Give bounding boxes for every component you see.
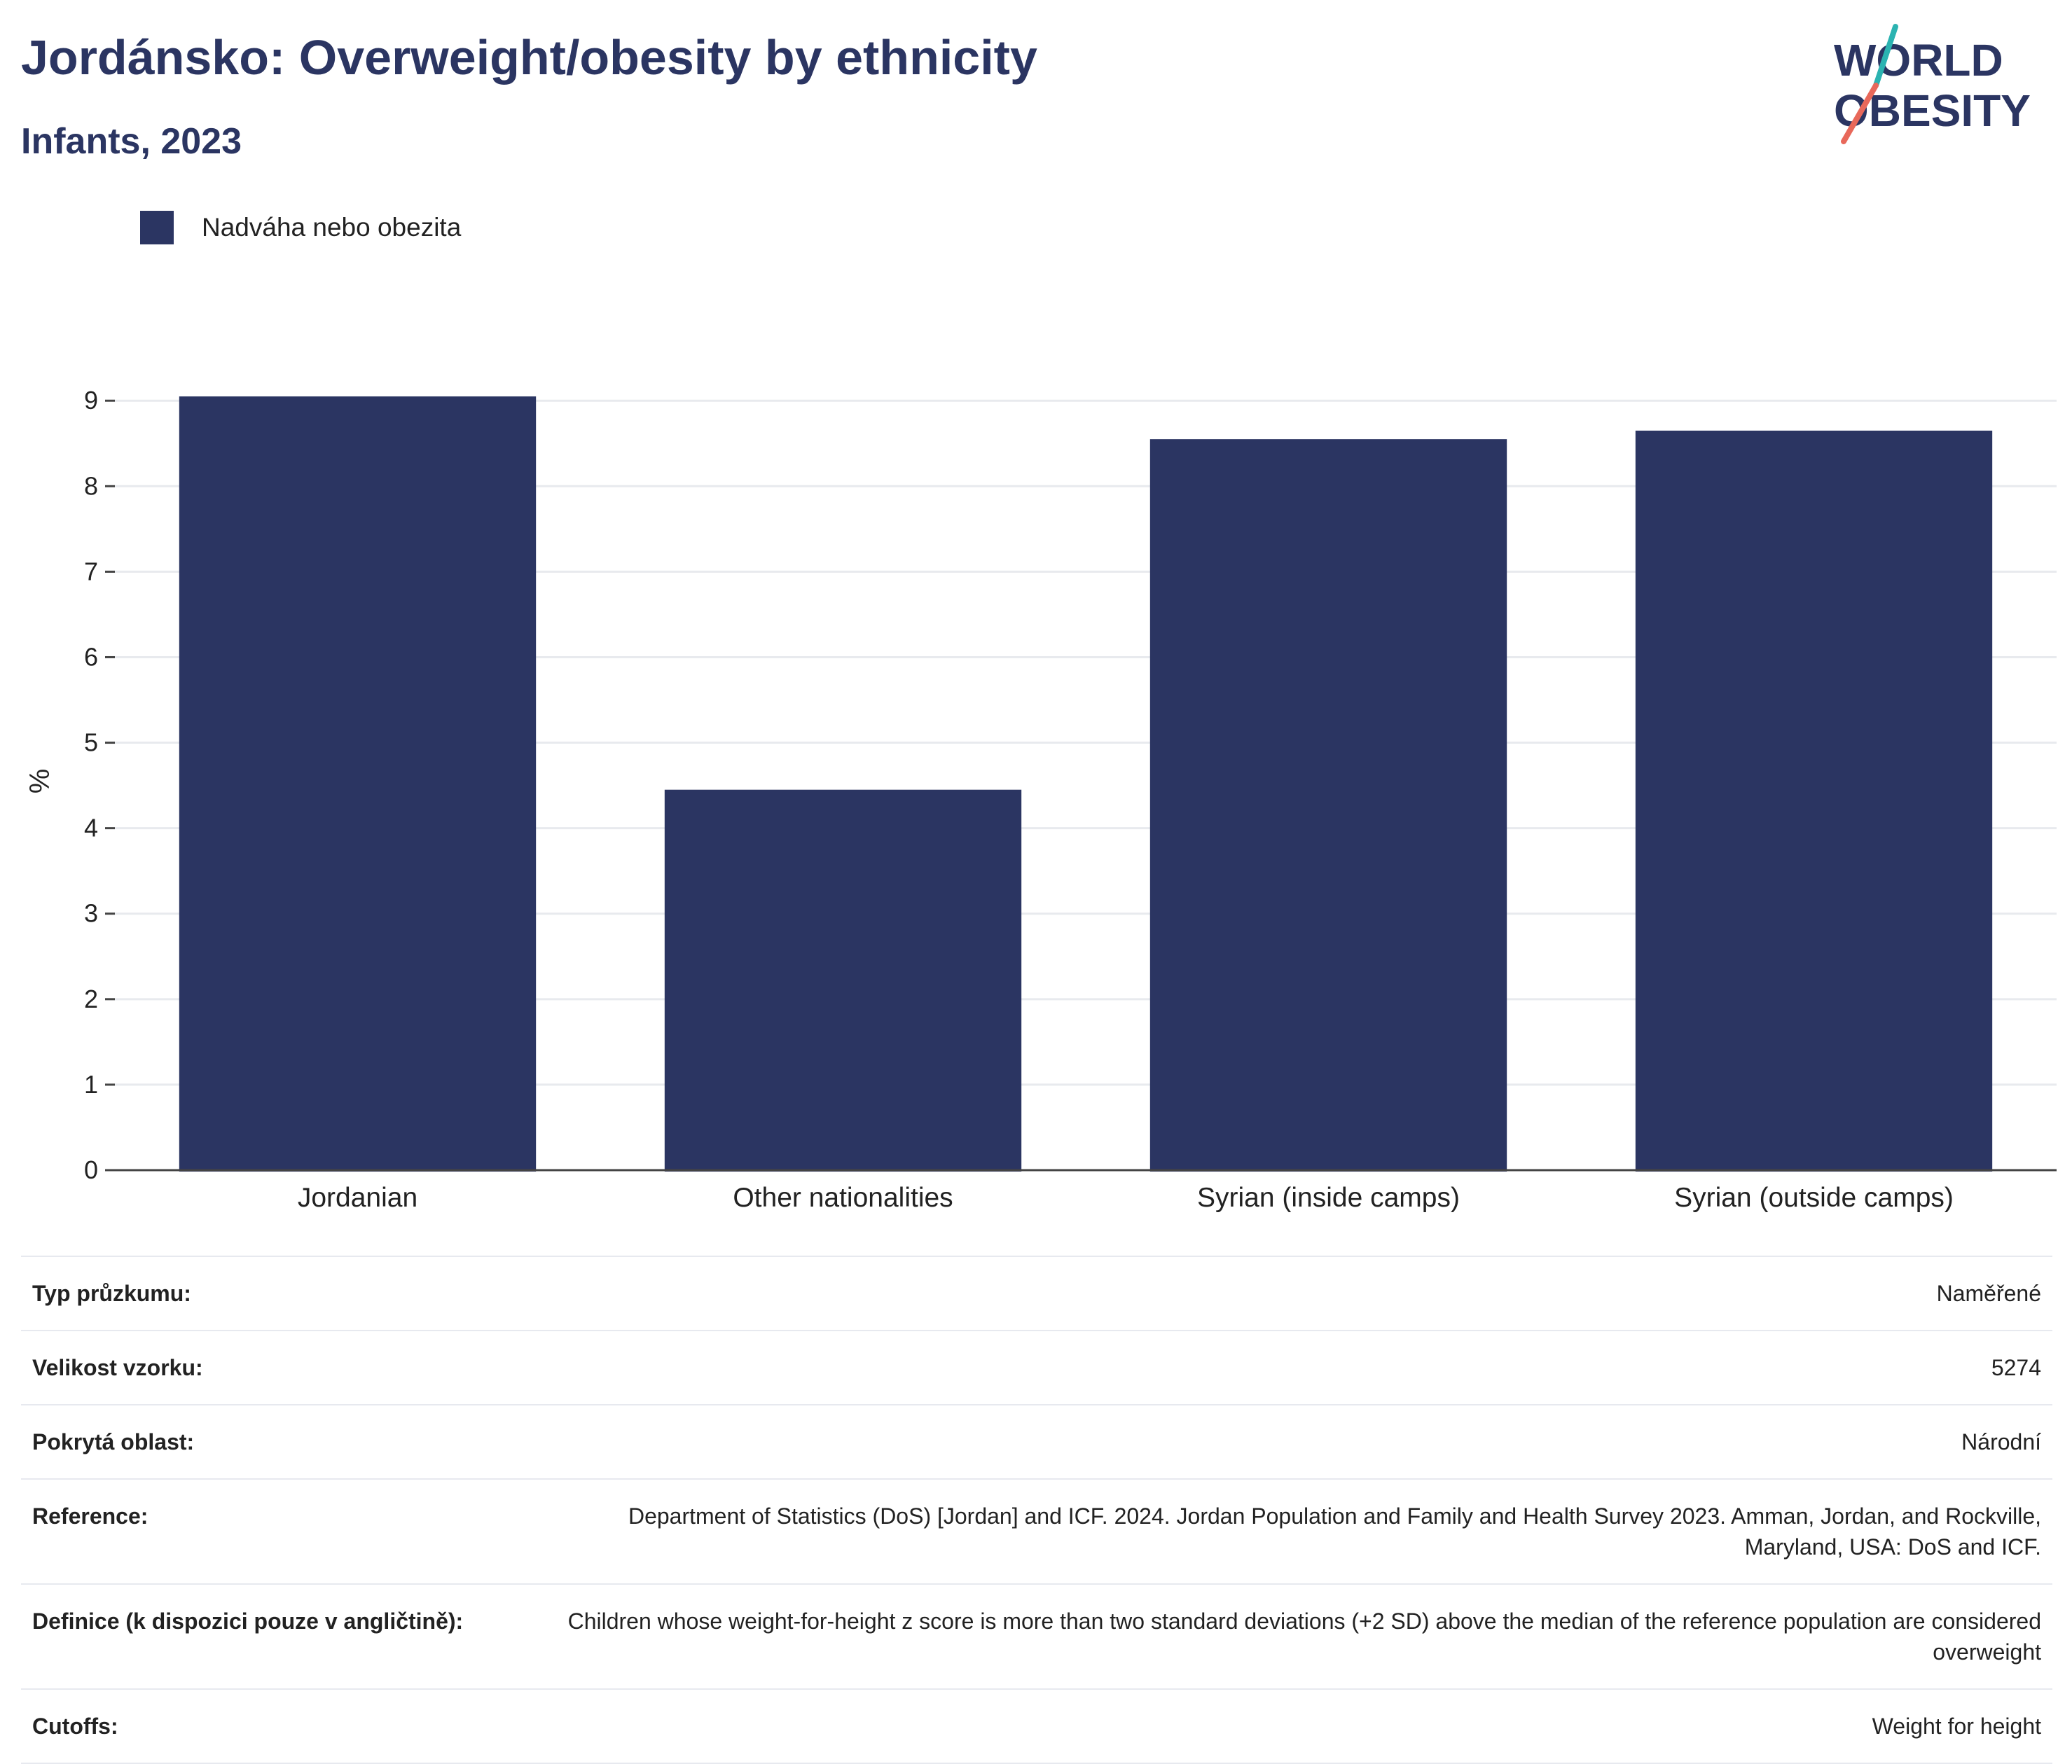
y-tick-label: 5: [84, 728, 98, 757]
info-label: Reference:: [32, 1503, 149, 1529]
logo-slash-bottom: [1841, 83, 1879, 144]
y-axis-label: %: [25, 769, 55, 794]
logo-text-world: WORLD: [1834, 35, 2003, 85]
y-tick-label: 1: [84, 1070, 98, 1099]
survey-info-table: Typ průzkumu: Naměřené Velikost vzorku: 527…: [21, 1256, 2052, 1764]
y-tick-label: 2: [84, 985, 98, 1013]
legend-swatch: [140, 211, 174, 244]
info-row: Pokrytá oblast: Národní: [21, 1404, 2052, 1478]
y-tick-label: 8: [84, 471, 98, 500]
bar: [1635, 430, 1993, 1172]
info-row: Cutoffs: Weight for height: [21, 1688, 2052, 1764]
y-tick-label: 7: [84, 557, 98, 585]
y-tick-label: 4: [84, 814, 98, 842]
x-tick-label: Jordanian: [298, 1183, 417, 1213]
y-tick-label: 0: [84, 1155, 98, 1184]
x-tick-label: Syrian (inside camps): [1197, 1183, 1460, 1213]
legend-label: Nadváha nebo obezita: [202, 213, 462, 242]
y-tick-label: 9: [84, 386, 98, 415]
info-value: Weight for height: [1872, 1714, 2041, 1739]
info-label: Definice (k dispozici pouze v angličtině…: [32, 1609, 464, 1634]
info-label: Typ průzkumu:: [32, 1281, 191, 1306]
info-label: Velikost vzorku:: [32, 1355, 203, 1380]
info-row: Typ průzkumu: Naměřené: [21, 1256, 2052, 1330]
x-tick-label: Syrian (outside camps): [1674, 1183, 1954, 1213]
bar-chart: 0 1 2 3 4 5 6 7 8 9% Jordanian Other nationalities S…: [25, 386, 2057, 1213]
bar: [179, 396, 537, 1172]
logo-text-obesity: OBESITY: [1834, 85, 2031, 136]
info-value: Naměřené: [1936, 1281, 2041, 1306]
info-value: Národní: [1961, 1429, 2041, 1454]
y-tick-label: 3: [84, 899, 98, 928]
chart-title: Jordánsko: Overweight/obesity by ethnici…: [21, 30, 1037, 85]
bar: [1149, 439, 1507, 1172]
legend[interactable]: Nadváha nebo obezita: [140, 210, 461, 245]
logo-slash-top: [1873, 24, 1898, 88]
info-value: Department of Statistics (DoS) [Jordan] …: [628, 1503, 2041, 1560]
info-row: Velikost vzorku: 5274: [21, 1330, 2052, 1404]
info-label: Cutoffs:: [32, 1714, 118, 1739]
info-value: Children whose weight-for-height z score…: [567, 1609, 2041, 1665]
info-label: Pokrytá oblast:: [32, 1429, 195, 1454]
bar: [664, 789, 1022, 1172]
info-value: 5274: [1991, 1355, 2041, 1380]
info-row: Reference: Department of Statistics (DoS)…: [21, 1478, 2052, 1583]
info-row: Definice (k dispozici pouze v angličtině…: [21, 1583, 2052, 1688]
world-obesity-logo: WORLD OBESITY: [1834, 24, 2031, 144]
x-tick-label: Other nationalities: [733, 1183, 953, 1213]
y-tick-label: 6: [84, 642, 98, 671]
chart-subtitle: Infants, 2023: [21, 121, 242, 162]
